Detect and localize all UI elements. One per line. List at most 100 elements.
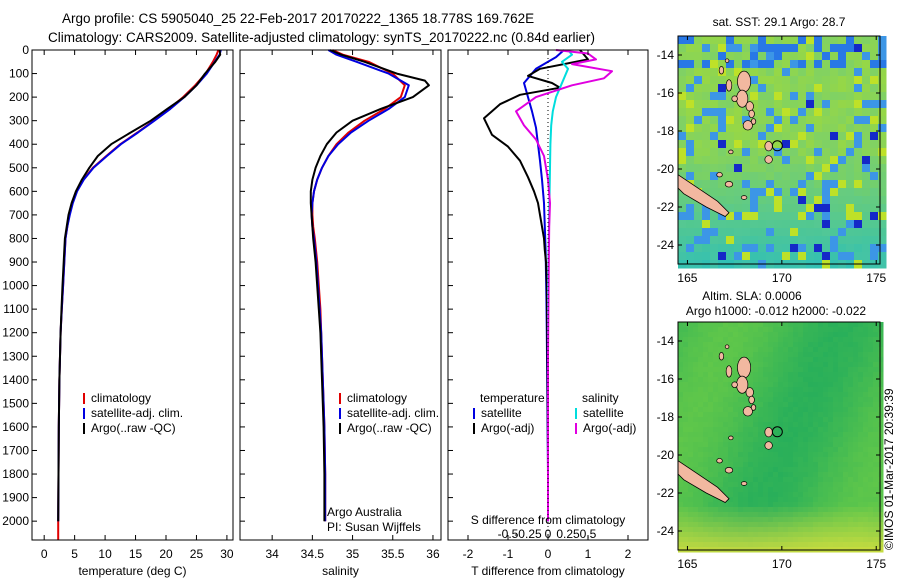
sla-map-cell	[858, 357, 864, 363]
sla-map-cell	[848, 447, 854, 453]
sla-map-cell	[748, 342, 754, 348]
sst-map-cell	[782, 188, 791, 197]
sla-map-cell	[848, 537, 854, 543]
sla-map-frame	[677, 321, 881, 551]
sla-map-cell	[773, 372, 779, 378]
sla-map-cell	[858, 367, 864, 373]
sla-map-cell	[738, 452, 744, 458]
sst-map-cell	[710, 36, 719, 45]
sla-map-cell	[803, 392, 809, 398]
sla-map-cell	[748, 542, 754, 548]
sst-map-cell	[726, 60, 735, 69]
sla-map-cell	[818, 502, 824, 508]
sst-map-cell	[750, 60, 759, 69]
sst-map-cell	[686, 132, 695, 141]
sst-map-cell	[710, 108, 719, 117]
sst-map-cell	[830, 148, 839, 157]
sla-map-cell	[763, 337, 769, 343]
sla-map-cell	[753, 357, 759, 363]
sla-map-cell	[833, 357, 839, 363]
sla-map-cell	[698, 512, 704, 518]
sla-map-cell	[698, 412, 704, 418]
sla-map-cell	[743, 517, 749, 523]
sla-map-cell	[718, 402, 724, 408]
difference-stick-label: -0.25	[514, 527, 542, 541]
sla-map-cell	[823, 412, 829, 418]
difference-legend-label: Argo(-adj)	[481, 421, 534, 435]
sst-map-cell	[814, 92, 823, 101]
sla-map-cell	[693, 427, 699, 433]
sla-map-cell	[708, 502, 714, 508]
sla-map-cell	[818, 437, 824, 443]
sla-map-cell	[843, 457, 849, 463]
sla-map-cell	[773, 507, 779, 513]
sla-map-cell	[678, 357, 684, 363]
sst-map-cell	[686, 212, 695, 221]
sla-map-cell	[693, 452, 699, 458]
sla-map-cell	[703, 367, 709, 373]
sla-map-cell	[813, 487, 819, 493]
sla-map-cell	[868, 457, 874, 463]
sla-map-cell	[703, 372, 709, 378]
sla-map-cell	[823, 537, 829, 543]
sst-map-cell	[710, 164, 719, 173]
sst-map-cell	[702, 188, 711, 197]
sla-map-cell	[853, 327, 859, 333]
sla-map-cell	[783, 432, 789, 438]
sst-map-argo-marker	[771, 140, 783, 152]
sla-map-cell	[763, 487, 769, 493]
sla-map-cell	[823, 372, 829, 378]
sla-map-cell	[763, 352, 769, 358]
sst-map-cell	[678, 220, 687, 229]
chart-title-line1: Argo profile: CS 5905040_25 22-Feb-2017 …	[62, 11, 535, 26]
sst-map-ytick-label: -16	[657, 86, 675, 100]
sla-map-cell	[738, 512, 744, 518]
sla-map-cell	[758, 477, 764, 483]
sst-map-cell	[742, 44, 751, 53]
sst-map-cell	[798, 36, 807, 45]
sst-map-cell	[878, 132, 887, 141]
sla-map-cell	[768, 497, 774, 503]
sla-map-cell	[813, 522, 819, 528]
sla-map-cell	[723, 517, 729, 523]
sla-map-cell	[803, 387, 809, 393]
sst-map-cell	[750, 236, 759, 245]
sla-map-cell	[678, 442, 684, 448]
sla-map-cell	[763, 417, 769, 423]
sla-map-cell	[858, 372, 864, 378]
sla-map-cell	[713, 327, 719, 333]
sla-map-cell	[848, 437, 854, 443]
sla-map-cell	[853, 357, 859, 363]
sla-map-cell	[718, 362, 724, 368]
sla-map-cell	[798, 367, 804, 373]
sst-map-cell	[734, 180, 743, 189]
sst-map-cell	[854, 196, 863, 205]
island	[716, 172, 723, 178]
sla-map-cell	[753, 377, 759, 383]
sla-map-cell	[808, 517, 814, 523]
sla-map-cell	[728, 342, 734, 348]
sst-map-cell	[806, 60, 815, 69]
sla-map-cell	[723, 437, 729, 443]
sst-map-cell	[798, 188, 807, 197]
sla-map-cell	[783, 402, 789, 408]
sla-map-cell	[753, 532, 759, 538]
sst-map-cell	[734, 116, 743, 125]
sst-map-cell	[710, 84, 719, 93]
sla-map-cell	[753, 432, 759, 438]
sla-map-cell	[858, 387, 864, 393]
sla-map-cell	[753, 352, 759, 358]
sla-map-cell	[723, 542, 729, 548]
sst-map-cell	[798, 100, 807, 109]
sst-map-cell	[870, 204, 879, 213]
sst-map-cell	[734, 188, 743, 197]
sla-map-cell	[788, 382, 794, 388]
sla-map-cell	[813, 362, 819, 368]
sla-map-cell	[848, 527, 854, 533]
sla-map-cell	[803, 467, 809, 473]
sla-map-cell	[778, 357, 784, 363]
sla-map-cell	[868, 537, 874, 543]
sla-map-cell	[833, 527, 839, 533]
sla-map-cell	[833, 542, 839, 548]
sla-map-cell	[803, 512, 809, 518]
